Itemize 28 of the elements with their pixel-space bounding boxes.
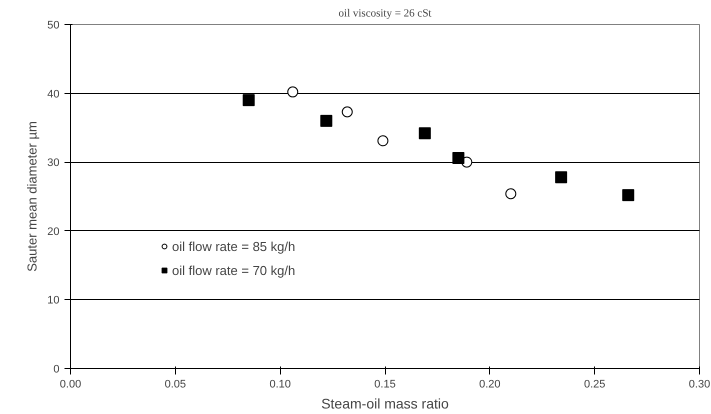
- y-tick-label: 20: [47, 226, 60, 238]
- point: [287, 86, 298, 98]
- y-tick-label: 10: [47, 294, 60, 307]
- y-axis-title: Sauter mean diameter µm: [24, 121, 40, 272]
- x-tick-label: 0.05: [164, 378, 186, 390]
- chart-title: oil viscosity = 26 cSt: [338, 8, 432, 20]
- x-tick-label: 0.30: [688, 378, 710, 390]
- point: [418, 127, 431, 140]
- x-tick-label: 0.25: [584, 378, 606, 390]
- point: [622, 189, 634, 202]
- point: [342, 106, 353, 118]
- x-tick-label: 0.10: [269, 378, 291, 390]
- point: [555, 171, 568, 184]
- y-tick-label: 50: [47, 20, 60, 32]
- legend-label: oil flow rate = 70 kg/h: [172, 262, 296, 278]
- x-tick-label: 0.20: [479, 378, 501, 390]
- point: [377, 135, 388, 146]
- point: [452, 152, 464, 164]
- y-tick-label: 30: [47, 157, 60, 170]
- x-tick-label: 0.15: [374, 378, 396, 390]
- x-axis-title: Steam-oil mass ratio: [321, 396, 450, 412]
- point: [505, 188, 516, 200]
- y-tick-label: 40: [47, 88, 60, 100]
- legend-label: oil flow rate = 85 kg/h: [172, 238, 296, 254]
- y-tick-label: 0: [53, 364, 60, 376]
- x-tick-label: 0.00: [60, 378, 82, 390]
- point: [242, 94, 255, 106]
- point: [320, 114, 332, 127]
